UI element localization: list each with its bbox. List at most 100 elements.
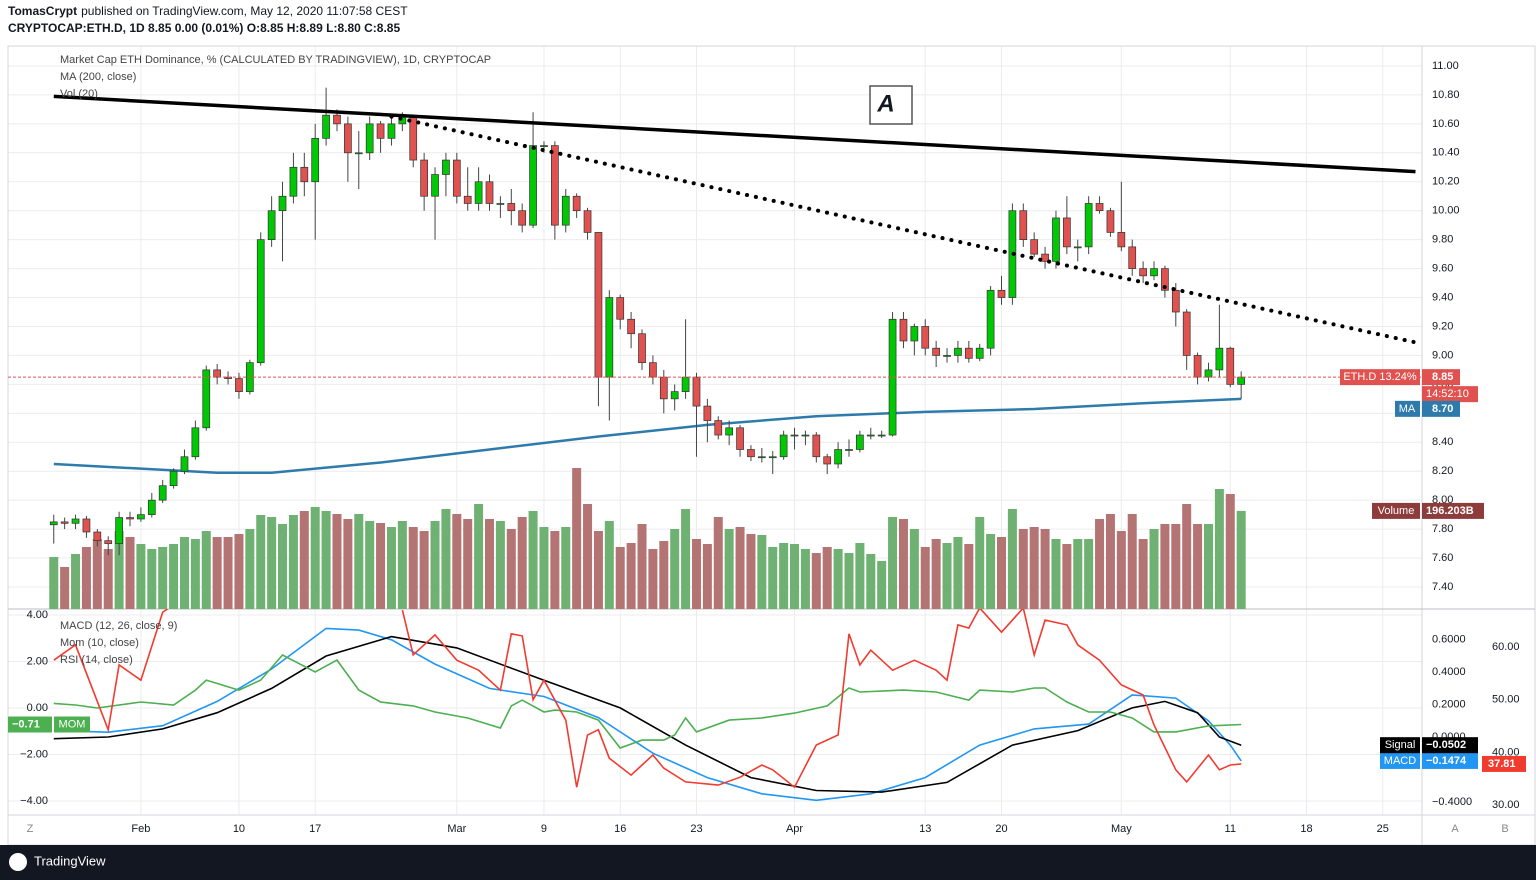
volume-bar (485, 519, 495, 609)
candle-body (60, 521, 69, 524)
annotation-text: A (876, 90, 894, 117)
volume-bar (866, 554, 876, 609)
volume-bar (147, 549, 157, 609)
volume-bar (942, 543, 952, 609)
volume-bar (822, 547, 832, 609)
y-tick-label: 7.80 (1432, 523, 1453, 535)
candle-body (823, 456, 832, 465)
volume-bar (572, 468, 582, 609)
price-name: ETH.D 13.24% (1343, 371, 1417, 383)
candle-body (954, 347, 962, 356)
y-tick-label: 2.00 (27, 655, 48, 667)
y-tick-label: 9.20 (1432, 320, 1453, 332)
volume-bar (343, 519, 353, 609)
x-tick-label: May (1111, 823, 1132, 835)
author: TomasCrypt (8, 4, 77, 18)
volume-bar (953, 537, 963, 609)
y-tick-label: −2.00 (20, 748, 48, 760)
trendline (389, 114, 1418, 345)
y2-tick-label: 0.4000 (1432, 666, 1466, 678)
value-label: −0.0502 (1426, 739, 1466, 751)
volume-bar (757, 535, 767, 609)
candle-body (474, 181, 483, 204)
volume-bar (975, 517, 985, 609)
header-line: TomasCrypt published on TradingView.com, … (8, 4, 408, 18)
oscillator-pane (53, 609, 1242, 802)
candle-body (757, 456, 766, 459)
volume-bar (713, 517, 723, 609)
x-tick-label: Feb (131, 823, 150, 835)
x-tick-label: Mar (447, 823, 466, 835)
annotation-box (869, 85, 913, 125)
candle-body (986, 289, 995, 349)
value-label: −0.1474 (1426, 755, 1467, 767)
volume-bar (931, 539, 941, 609)
candle-body (202, 369, 211, 429)
series-line (53, 653, 1242, 749)
candle-body (452, 159, 461, 197)
candle-body (93, 531, 102, 542)
volume-bar (561, 527, 571, 609)
volume-bar (1105, 514, 1115, 609)
volume-bar (855, 543, 865, 609)
candle-body (344, 123, 352, 154)
candle-body (1128, 246, 1137, 269)
volume-bar (158, 547, 168, 609)
volume-bar (321, 511, 331, 609)
candle-body (670, 391, 679, 400)
volume-bar (245, 529, 255, 609)
ma-value: 8.70 (1432, 403, 1453, 415)
x-tick-label: 11 (1225, 823, 1236, 835)
candle-body (147, 499, 156, 515)
y-tick-label: −4.00 (20, 795, 48, 807)
volume-bar (365, 521, 375, 609)
volume-bar (1007, 509, 1017, 609)
volume-bar (833, 549, 843, 609)
series-line (53, 627, 1242, 802)
name-box (1380, 752, 1420, 769)
volume-bar (1160, 524, 1170, 609)
candle-body (1139, 268, 1147, 277)
volume-bar (376, 523, 386, 609)
volume-bar (114, 531, 124, 609)
candle-body (790, 434, 799, 437)
volume-bar (201, 531, 211, 609)
ma-value-box (1422, 400, 1460, 417)
volume-bar (659, 541, 669, 609)
candle-body (485, 181, 494, 204)
candle-body (333, 114, 341, 125)
volume-bar (800, 549, 810, 609)
volume-bar (288, 515, 298, 609)
volume-bar (125, 537, 135, 609)
volume-bar (1138, 539, 1148, 609)
volume-bar (735, 527, 745, 609)
volume-bar (1149, 529, 1159, 609)
x-tick-label: 25 (1377, 823, 1389, 835)
volume-bar (964, 544, 974, 609)
candle-body (1193, 355, 1202, 378)
volume-bar (986, 534, 996, 609)
volume-bar (397, 521, 407, 609)
y2-tick-label: 0.2000 (1432, 699, 1466, 711)
volume-bar (267, 517, 277, 609)
volume-bar (1018, 529, 1028, 609)
volume-bar (1062, 544, 1072, 609)
value-label: −0.71 (12, 718, 40, 730)
candle-body (104, 540, 113, 544)
candle-body (1106, 210, 1115, 233)
y3-tick-label: 60.00 (1492, 641, 1520, 653)
candle-body (82, 518, 91, 533)
candle-body (376, 123, 385, 139)
candle-body (1204, 369, 1213, 378)
x-tick-label: 9 (541, 823, 547, 835)
candle-body (1052, 217, 1060, 262)
brand-name: TradingView (34, 853, 106, 868)
y3-tick-label: 50.00 (1492, 694, 1520, 706)
legend-entry: MA (200, close) (60, 71, 136, 83)
volume-bar (474, 504, 484, 609)
candle-body (1063, 217, 1071, 248)
y-tick-label: 11.00 (1432, 60, 1459, 72)
volume-bar (637, 524, 647, 609)
candle-body (289, 166, 298, 197)
candle-body (943, 355, 951, 357)
